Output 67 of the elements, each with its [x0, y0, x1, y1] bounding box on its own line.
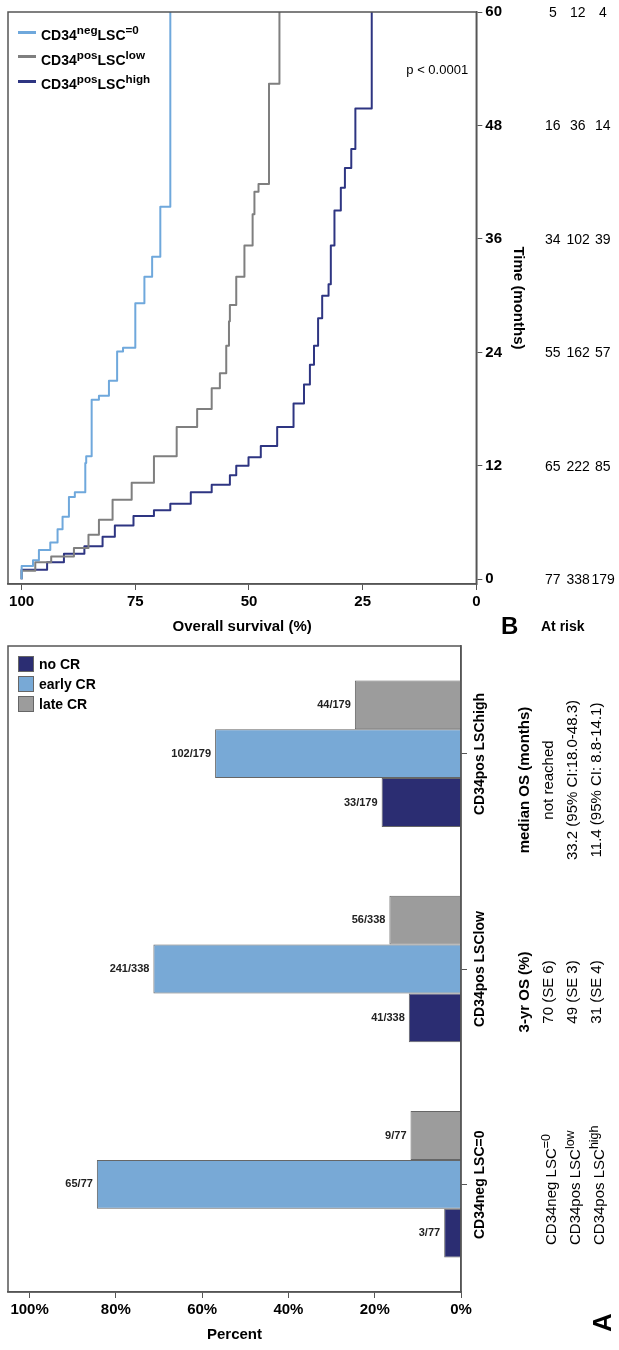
y-tick-label: 12 [485, 455, 502, 473]
text: 49 (SE 3) [563, 959, 580, 1026]
x-tick-label: 20% [359, 1300, 390, 1318]
data-label: 241/338 [109, 962, 150, 975]
annotation: p < 0.0001 [406, 62, 469, 77]
data-label: 9/77 [385, 1128, 407, 1141]
y-tick-label: 0 [485, 569, 494, 587]
text: 70 (SE 6) [539, 959, 556, 1026]
x-axis-title: Overall survival (%) [172, 617, 312, 635]
legend-label: CD34$^{pos}$LSC$^{low}$ [41, 46, 145, 70]
x-axis-title: Percent [206, 1325, 263, 1343]
text: 16 [545, 117, 561, 134]
y-tick-label: CD34pos LSClow [471, 911, 487, 1027]
text: 179 [591, 571, 615, 588]
text: 222 [566, 457, 590, 474]
text: 14 [595, 117, 611, 134]
text: 34 [545, 230, 561, 247]
text: 11.4 (95% CI: 8.8-14.1) [587, 701, 604, 860]
data-label: 33/179 [343, 795, 378, 808]
text: A [587, 1313, 618, 1332]
data-label: 102/179 [171, 746, 212, 759]
data-label: 3/77 [418, 1226, 441, 1239]
text: 36 [570, 117, 586, 134]
x-tick-label: 60% [187, 1300, 218, 1318]
data-label: 41/338 [371, 1010, 405, 1023]
x-tick-label: 0% [450, 1300, 472, 1318]
text: 85 [595, 457, 611, 474]
x-tick-label: 100 [9, 592, 35, 610]
text: median OS (months) [515, 705, 532, 856]
legend-label: CD34$^{neg}$LSC$^{=0}$ [41, 22, 139, 45]
y-tick-label: CD34pos LSChigh [471, 692, 487, 815]
legend-label: CD34$^{pos}$LSC$^{high}$ [41, 71, 151, 94]
x-tick-label: 40% [273, 1300, 304, 1318]
text: 162 [566, 344, 590, 361]
legend-label: no CR [39, 655, 81, 674]
text: At risk [541, 618, 585, 634]
text: 102 [566, 230, 590, 247]
text: 65 [545, 457, 561, 474]
x-tick-label: 75 [126, 592, 144, 610]
y-tick-label: 60 [485, 2, 502, 20]
y-axis-title: Time (months) [510, 246, 528, 350]
legend-label: early CR [39, 675, 96, 694]
y-tick-label: 48 [485, 115, 502, 133]
x-tick-label: 100% [10, 1300, 49, 1318]
y-tick-label: CD34neg LSC=0 [471, 1130, 487, 1239]
x-tick-label: 50 [240, 592, 258, 610]
text: B [501, 612, 519, 640]
text: 31 (SE 4) [587, 959, 604, 1026]
text: 39 [595, 230, 611, 247]
text: 57 [595, 344, 611, 361]
text: 77 [545, 571, 561, 588]
y-tick-label: 36 [485, 229, 502, 247]
text: not reached [539, 739, 556, 822]
text: 3-yr OS (%) [515, 950, 532, 1035]
x-tick-label: 25 [354, 592, 371, 610]
legend-label: late CR [39, 695, 88, 714]
x-tick-label: 80% [100, 1300, 131, 1318]
text: 4 [599, 4, 607, 20]
text: 55 [545, 344, 561, 361]
data-label: 56/338 [351, 913, 386, 926]
y-tick-label: 24 [485, 342, 503, 360]
data-label: 44/179 [317, 697, 351, 710]
text: 33.2 (95% CI:18.0-48.3) [563, 698, 580, 863]
text: 5 [549, 4, 557, 20]
data-label: 65/77 [65, 1177, 93, 1190]
text: 338 [566, 571, 590, 588]
text: 12 [570, 4, 586, 20]
